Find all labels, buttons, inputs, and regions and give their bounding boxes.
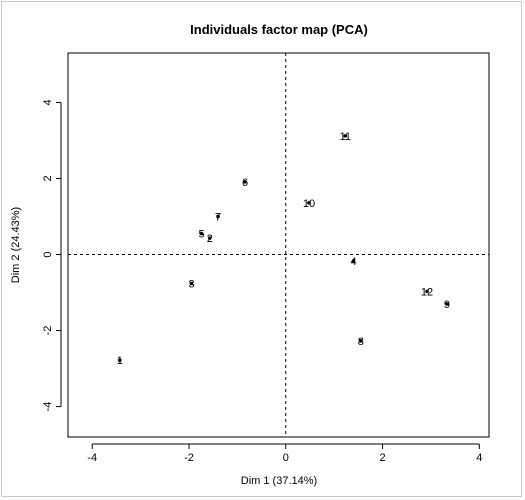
plot-area bbox=[67, 52, 490, 438]
point-label: 12 bbox=[421, 286, 433, 298]
point-label: 7 bbox=[215, 211, 221, 223]
point-label: 8 bbox=[358, 336, 364, 348]
data-point bbox=[117, 358, 122, 363]
data-point bbox=[425, 289, 429, 294]
point-label: 11 bbox=[340, 131, 351, 143]
reference-lines bbox=[68, 53, 489, 437]
x-tick-label: 4 bbox=[476, 452, 482, 464]
y-tick-label: -4 bbox=[42, 402, 54, 412]
x-axis-label: Dim 1 (37.14%) bbox=[241, 475, 317, 487]
point-label: 6 bbox=[242, 177, 248, 189]
y-tick-label: 2 bbox=[42, 175, 54, 181]
data-point bbox=[216, 214, 220, 219]
data-point bbox=[199, 231, 204, 236]
data-point bbox=[207, 236, 212, 240]
x-tick-label: -2 bbox=[184, 452, 194, 464]
y-tick-label: 0 bbox=[42, 251, 54, 257]
x-tick-label: -4 bbox=[87, 452, 97, 464]
data-point bbox=[351, 259, 356, 263]
y-tick-label: -2 bbox=[42, 326, 54, 336]
data-point bbox=[307, 200, 311, 205]
data-point bbox=[343, 134, 348, 138]
y-axis-label: Dim 2 (24.43%) bbox=[10, 207, 22, 283]
data-point bbox=[358, 339, 363, 343]
y-tick-label: 4 bbox=[42, 99, 54, 105]
data-point bbox=[243, 180, 247, 184]
y-axis: -4 -2 0 2 4 bbox=[42, 99, 62, 412]
x-tick-label: 0 bbox=[283, 452, 289, 464]
point-label: 10 bbox=[303, 198, 315, 210]
point-label: 4 bbox=[350, 256, 356, 268]
point-label: 1 bbox=[117, 355, 123, 367]
point-label: 3 bbox=[188, 278, 194, 290]
data-point bbox=[445, 302, 449, 306]
point-label: 9 bbox=[444, 299, 450, 311]
chart-title: Individuals factor map (PCA) bbox=[190, 22, 368, 37]
x-tick-label: 2 bbox=[379, 452, 385, 464]
point-label: 5 bbox=[198, 229, 204, 241]
x-axis: -4 -2 0 2 4 bbox=[87, 443, 482, 464]
point-label: 2 bbox=[207, 233, 213, 245]
data-point bbox=[189, 281, 194, 286]
